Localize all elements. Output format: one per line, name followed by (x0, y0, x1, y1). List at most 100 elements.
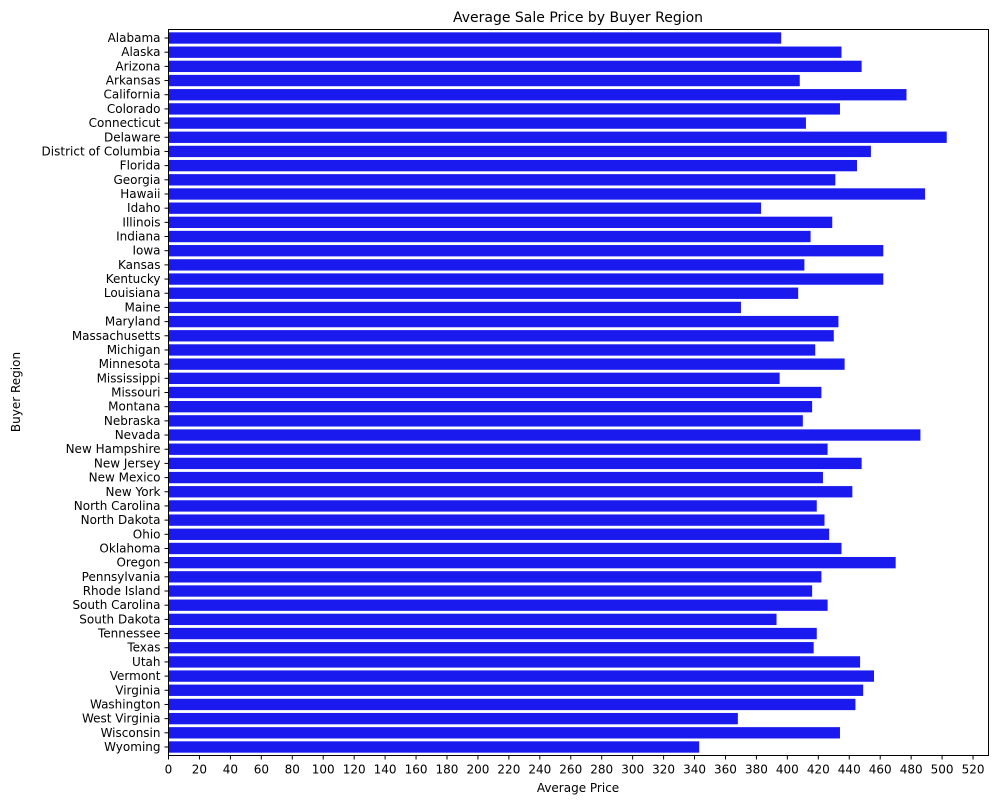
y-tick-label-florida: Florida (120, 159, 161, 173)
y-tick-label-minnesota: Minnesota (99, 357, 161, 371)
x-tick-label-320: 320 (652, 763, 675, 777)
bar-california (168, 89, 907, 101)
y-tick-label-north-dakota: North Dakota (81, 513, 161, 527)
y-tick-label-georgia: Georgia (113, 173, 160, 187)
x-tick-label-380: 380 (745, 763, 768, 777)
y-tick-labels: AlabamaAlaskaArizonaArkansasCaliforniaCo… (42, 31, 169, 754)
x-tick-label-40: 40 (223, 763, 238, 777)
x-tick-label-220: 220 (497, 763, 520, 777)
y-tick-label-illinois: Illinois (122, 215, 160, 229)
bar-missouri (168, 386, 822, 399)
bar-alaska (168, 46, 842, 58)
bar-mississippi (168, 372, 780, 384)
bar-district-of-columbia (168, 145, 871, 158)
bar-new-york (168, 486, 853, 498)
y-tick-label-north-carolina: North Carolina (74, 499, 161, 513)
x-tick-label-280: 280 (590, 763, 613, 777)
bar-nebraska (168, 415, 803, 427)
bar-massachusetts (168, 330, 834, 342)
y-tick-label-connecticut: Connecticut (89, 116, 161, 130)
y-tick-label-hawaii: Hawaii (120, 187, 160, 201)
y-tick-label-rhode-island: Rhode Island (83, 584, 161, 598)
x-tick-label-300: 300 (621, 763, 644, 777)
x-tick-label-400: 400 (776, 763, 799, 777)
y-tick-label-colorado: Colorado (107, 102, 161, 116)
y-tick-label-ohio: Ohio (133, 527, 161, 541)
x-tick-label-160: 160 (405, 763, 428, 777)
bar-wisconsin (168, 727, 840, 739)
bar-kentucky (168, 273, 884, 285)
x-tick-label-520: 520 (962, 763, 985, 777)
x-tick-label-360: 360 (714, 763, 737, 777)
y-tick-label-arizona: Arizona (115, 59, 160, 73)
y-tick-label-south-dakota: South Dakota (79, 612, 160, 626)
y-tick-label-west-virginia: West Virginia (82, 712, 161, 726)
y-tick-label-washington: Washington (90, 697, 161, 711)
y-tick-label-pennsylvania: Pennsylvania (82, 570, 161, 584)
bar-minnesota (168, 358, 845, 370)
x-tick-label-180: 180 (436, 763, 459, 777)
y-tick-label-louisiana: Louisiana (104, 286, 161, 300)
bar-maryland (168, 315, 839, 328)
y-tick-label-alabama: Alabama (108, 31, 161, 45)
bar-texas (168, 642, 814, 654)
bar-alabama (168, 32, 782, 44)
bar-north-dakota (168, 514, 825, 526)
x-tick-label-260: 260 (559, 763, 582, 777)
bar-virginia (168, 684, 864, 696)
bar-kansas (168, 259, 805, 271)
x-tick-label-500: 500 (931, 763, 954, 777)
bar-louisiana (168, 287, 799, 299)
bar-indiana (168, 230, 811, 243)
bar-connecticut (168, 117, 806, 129)
bar-arizona (168, 60, 862, 73)
y-tick-label-new-jersey: New Jersey (94, 456, 161, 470)
y-tick-label-vermont: Vermont (110, 669, 161, 683)
x-tick-labels: 0 20 40 60 80 100 120 140 160 180 200 220 240 260 280 3… (165, 755, 985, 777)
y-tick-label-massachusetts: Massachusetts (72, 329, 161, 343)
y-tick-label-new-mexico: New Mexico (89, 471, 161, 485)
bar-delaware (168, 131, 947, 143)
y-tick-label-new-hampshire: New Hampshire (66, 442, 161, 456)
bar-south-carolina (168, 599, 828, 611)
bar-nevada (168, 429, 921, 441)
x-tick-label-60: 60 (254, 763, 269, 777)
y-tick-label-nebraska: Nebraska (104, 414, 161, 428)
y-tick-label-utah: Utah (132, 655, 160, 669)
bar-georgia (168, 174, 836, 186)
bar-montana (168, 401, 813, 413)
y-tick-label-oregon: Oregon (116, 556, 160, 570)
bar-hawaii (168, 188, 926, 200)
y-tick-label-new-york: New York (106, 485, 161, 499)
bar-tennessee (168, 627, 817, 640)
bar-michigan (168, 344, 816, 356)
bar-rhode-island (168, 585, 813, 597)
y-tick-label-arkansas: Arkansas (106, 74, 161, 88)
x-axis-label: Average Price (537, 781, 619, 795)
y-tick-label-idaho: Idaho (127, 201, 160, 215)
bar-oregon (168, 556, 896, 569)
y-axis-label: Buyer Region (9, 352, 23, 432)
bar-colorado (168, 103, 840, 115)
bar-wyoming (168, 741, 700, 753)
chart-title: Average Sale Price by Buyer Region (453, 10, 703, 26)
x-tick-label-240: 240 (528, 763, 551, 777)
bar-florida (168, 159, 857, 172)
x-tick-label-20: 20 (192, 763, 207, 777)
bar-illinois (168, 216, 833, 229)
y-tick-label-kansas: Kansas (118, 258, 160, 272)
bar-north-carolina (168, 500, 817, 512)
bar-new-jersey (168, 457, 862, 470)
bar-vermont (168, 670, 875, 682)
x-tick-label-440: 440 (838, 763, 861, 777)
bar-west-virginia (168, 712, 738, 725)
bars-group (168, 32, 947, 753)
y-tick-label-alaska: Alaska (121, 45, 160, 59)
bar-arkansas (168, 74, 800, 87)
y-tick-label-indiana: Indiana (116, 230, 160, 244)
y-tick-label-oklahoma: Oklahoma (99, 541, 160, 555)
y-tick-label-montana: Montana (108, 400, 160, 414)
x-tick-label-80: 80 (285, 763, 300, 777)
x-tick-label-420: 420 (807, 763, 830, 777)
y-tick-label-south-carolina: South Carolina (72, 598, 160, 612)
